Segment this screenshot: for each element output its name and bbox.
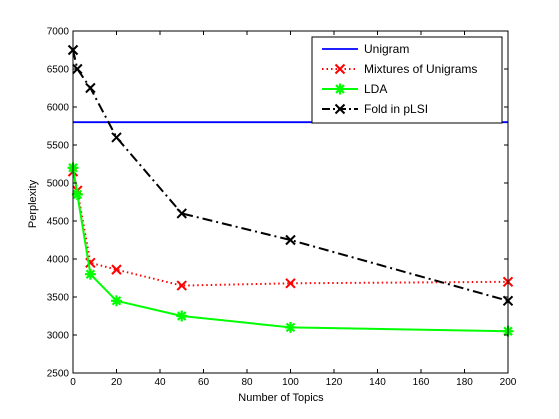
series-line-mixtures-of-unigrams xyxy=(72,171,509,287)
series-lda xyxy=(67,162,514,337)
y-tick-label: 2500 xyxy=(47,369,70,380)
legend-label-fold-in-plsi: Fold in pLSI xyxy=(364,102,428,116)
legend-entry-lda: LDA xyxy=(322,82,387,96)
x-tick-label: 180 xyxy=(456,377,473,388)
legend-marker-fold-in-plsi xyxy=(334,103,346,115)
series-mixtures-of-unigrams xyxy=(67,166,514,291)
x-tick-label: 20 xyxy=(111,377,123,388)
legend-entry-mixtures-of-unigrams: Mixtures of Unigrams xyxy=(322,62,477,76)
y-tick-label: 6500 xyxy=(47,65,70,76)
x-tick-label: 200 xyxy=(500,377,517,388)
data-point-fold-in-plsi xyxy=(85,82,96,94)
x-tick-label: 60 xyxy=(198,377,210,388)
x-tick-label: 80 xyxy=(241,377,253,388)
x-tick-label: 100 xyxy=(282,377,299,388)
data-point-lda xyxy=(176,310,188,322)
y-tick-label: 3000 xyxy=(47,331,70,342)
x-tick-label: 160 xyxy=(413,377,430,388)
legend: Unigram Mixtures of Unigrams LDA Fold in pL… xyxy=(311,36,503,124)
x-tick-label: 140 xyxy=(369,377,386,388)
tick-labels: 0 20 40 60 80 100 120 140 160 180 200 2500 3000 3500 4… xyxy=(47,27,517,389)
x-tick-label: 40 xyxy=(154,377,166,388)
legend-entry-fold-in-plsi: Fold in pLSI xyxy=(322,102,428,116)
plot-area xyxy=(67,44,514,337)
legend-label-lda: LDA xyxy=(364,82,387,96)
y-axis-label: Perplexity xyxy=(27,179,39,228)
y-tick-label: 4500 xyxy=(47,217,70,228)
data-point-fold-in-plsi xyxy=(111,132,122,143)
data-point-fold-in-plsi xyxy=(176,208,187,219)
legend-entry-unigram: Unigram xyxy=(322,42,409,56)
legend-marker-lda xyxy=(334,83,346,95)
y-tick-label: 7000 xyxy=(47,27,70,38)
data-point-mixtures-of-unigrams xyxy=(111,264,122,275)
data-point-mixtures-of-unigrams xyxy=(285,278,296,289)
legend-marker-mixtures-of-unigrams xyxy=(334,63,346,75)
data-point-lda xyxy=(111,295,122,307)
data-point-lda xyxy=(71,188,83,200)
x-tick-label: 120 xyxy=(326,377,343,388)
data-point-mixtures-of-unigrams xyxy=(176,280,187,291)
data-point-fold-in-plsi xyxy=(72,63,83,75)
legend-label-mixtures-of-unigrams: Mixtures of Unigrams xyxy=(364,62,477,76)
data-point-lda xyxy=(285,321,296,333)
data-point-lda xyxy=(84,268,96,280)
x-tick-label: 0 xyxy=(70,377,76,388)
data-point-fold-in-plsi xyxy=(285,234,296,246)
series-line-lda xyxy=(72,167,509,333)
y-tick-label: 3500 xyxy=(47,293,70,304)
tick-marks xyxy=(72,30,509,374)
y-tick-label: 4000 xyxy=(47,255,70,266)
legend-label-unigram: Unigram xyxy=(364,42,409,56)
y-tick-label: 6000 xyxy=(47,103,70,114)
y-tick-label: 5500 xyxy=(47,141,70,152)
y-tick-label: 5000 xyxy=(47,179,70,190)
x-axis-label: Number of Topics xyxy=(238,392,324,404)
